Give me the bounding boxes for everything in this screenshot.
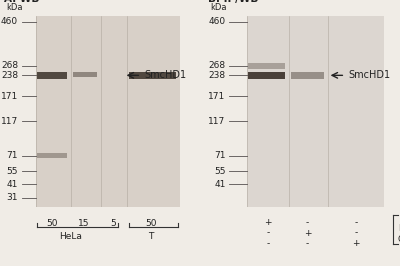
Text: 5: 5	[110, 219, 116, 228]
Text: 460: 460	[1, 17, 18, 26]
Text: 117: 117	[208, 117, 226, 126]
Text: 238: 238	[208, 71, 226, 80]
Text: -: -	[354, 218, 358, 227]
Bar	[248, 63, 286, 69]
Text: -: -	[306, 239, 309, 248]
Text: -: -	[354, 228, 358, 238]
Text: Ctrl IgG: Ctrl IgG	[398, 235, 400, 244]
Text: HeLa: HeLa	[60, 232, 82, 241]
Bar	[247, 16, 384, 207]
Text: 41: 41	[7, 180, 18, 189]
Bar	[73, 72, 97, 77]
Text: 171: 171	[1, 92, 18, 101]
Text: 71: 71	[6, 151, 18, 160]
Text: 268: 268	[208, 61, 226, 70]
Text: 41: 41	[214, 180, 226, 189]
Text: +: +	[264, 218, 272, 227]
Text: T: T	[148, 232, 154, 241]
Text: 117: 117	[1, 117, 18, 126]
Text: +: +	[352, 239, 360, 248]
Text: A. WB: A. WB	[4, 0, 39, 5]
Text: -: -	[266, 239, 270, 248]
Text: kDa: kDa	[210, 3, 226, 12]
Bar	[291, 72, 324, 79]
Text: 171: 171	[208, 92, 226, 101]
Text: +: +	[304, 228, 311, 238]
Text: IP: IP	[398, 224, 400, 233]
Text: 50: 50	[47, 219, 58, 228]
Text: 15: 15	[78, 219, 90, 228]
Bar	[38, 72, 67, 79]
Text: 238: 238	[1, 71, 18, 80]
Text: 55: 55	[214, 167, 226, 176]
Bar	[38, 153, 67, 158]
Text: -: -	[266, 228, 270, 238]
Text: 50: 50	[145, 219, 157, 228]
Text: 55: 55	[6, 167, 18, 176]
Bar	[248, 72, 286, 79]
Text: SmcHD1: SmcHD1	[349, 70, 391, 80]
Text: 268: 268	[1, 61, 18, 70]
Text: B. IP/WB: B. IP/WB	[208, 0, 258, 5]
Text: 31: 31	[6, 193, 18, 202]
Bar	[129, 72, 176, 79]
Text: -: -	[306, 218, 309, 227]
Text: kDa: kDa	[6, 3, 22, 12]
Bar	[36, 16, 180, 207]
Text: SmcHD1: SmcHD1	[145, 70, 187, 80]
Text: 71: 71	[214, 151, 226, 160]
Text: 460: 460	[208, 17, 226, 26]
